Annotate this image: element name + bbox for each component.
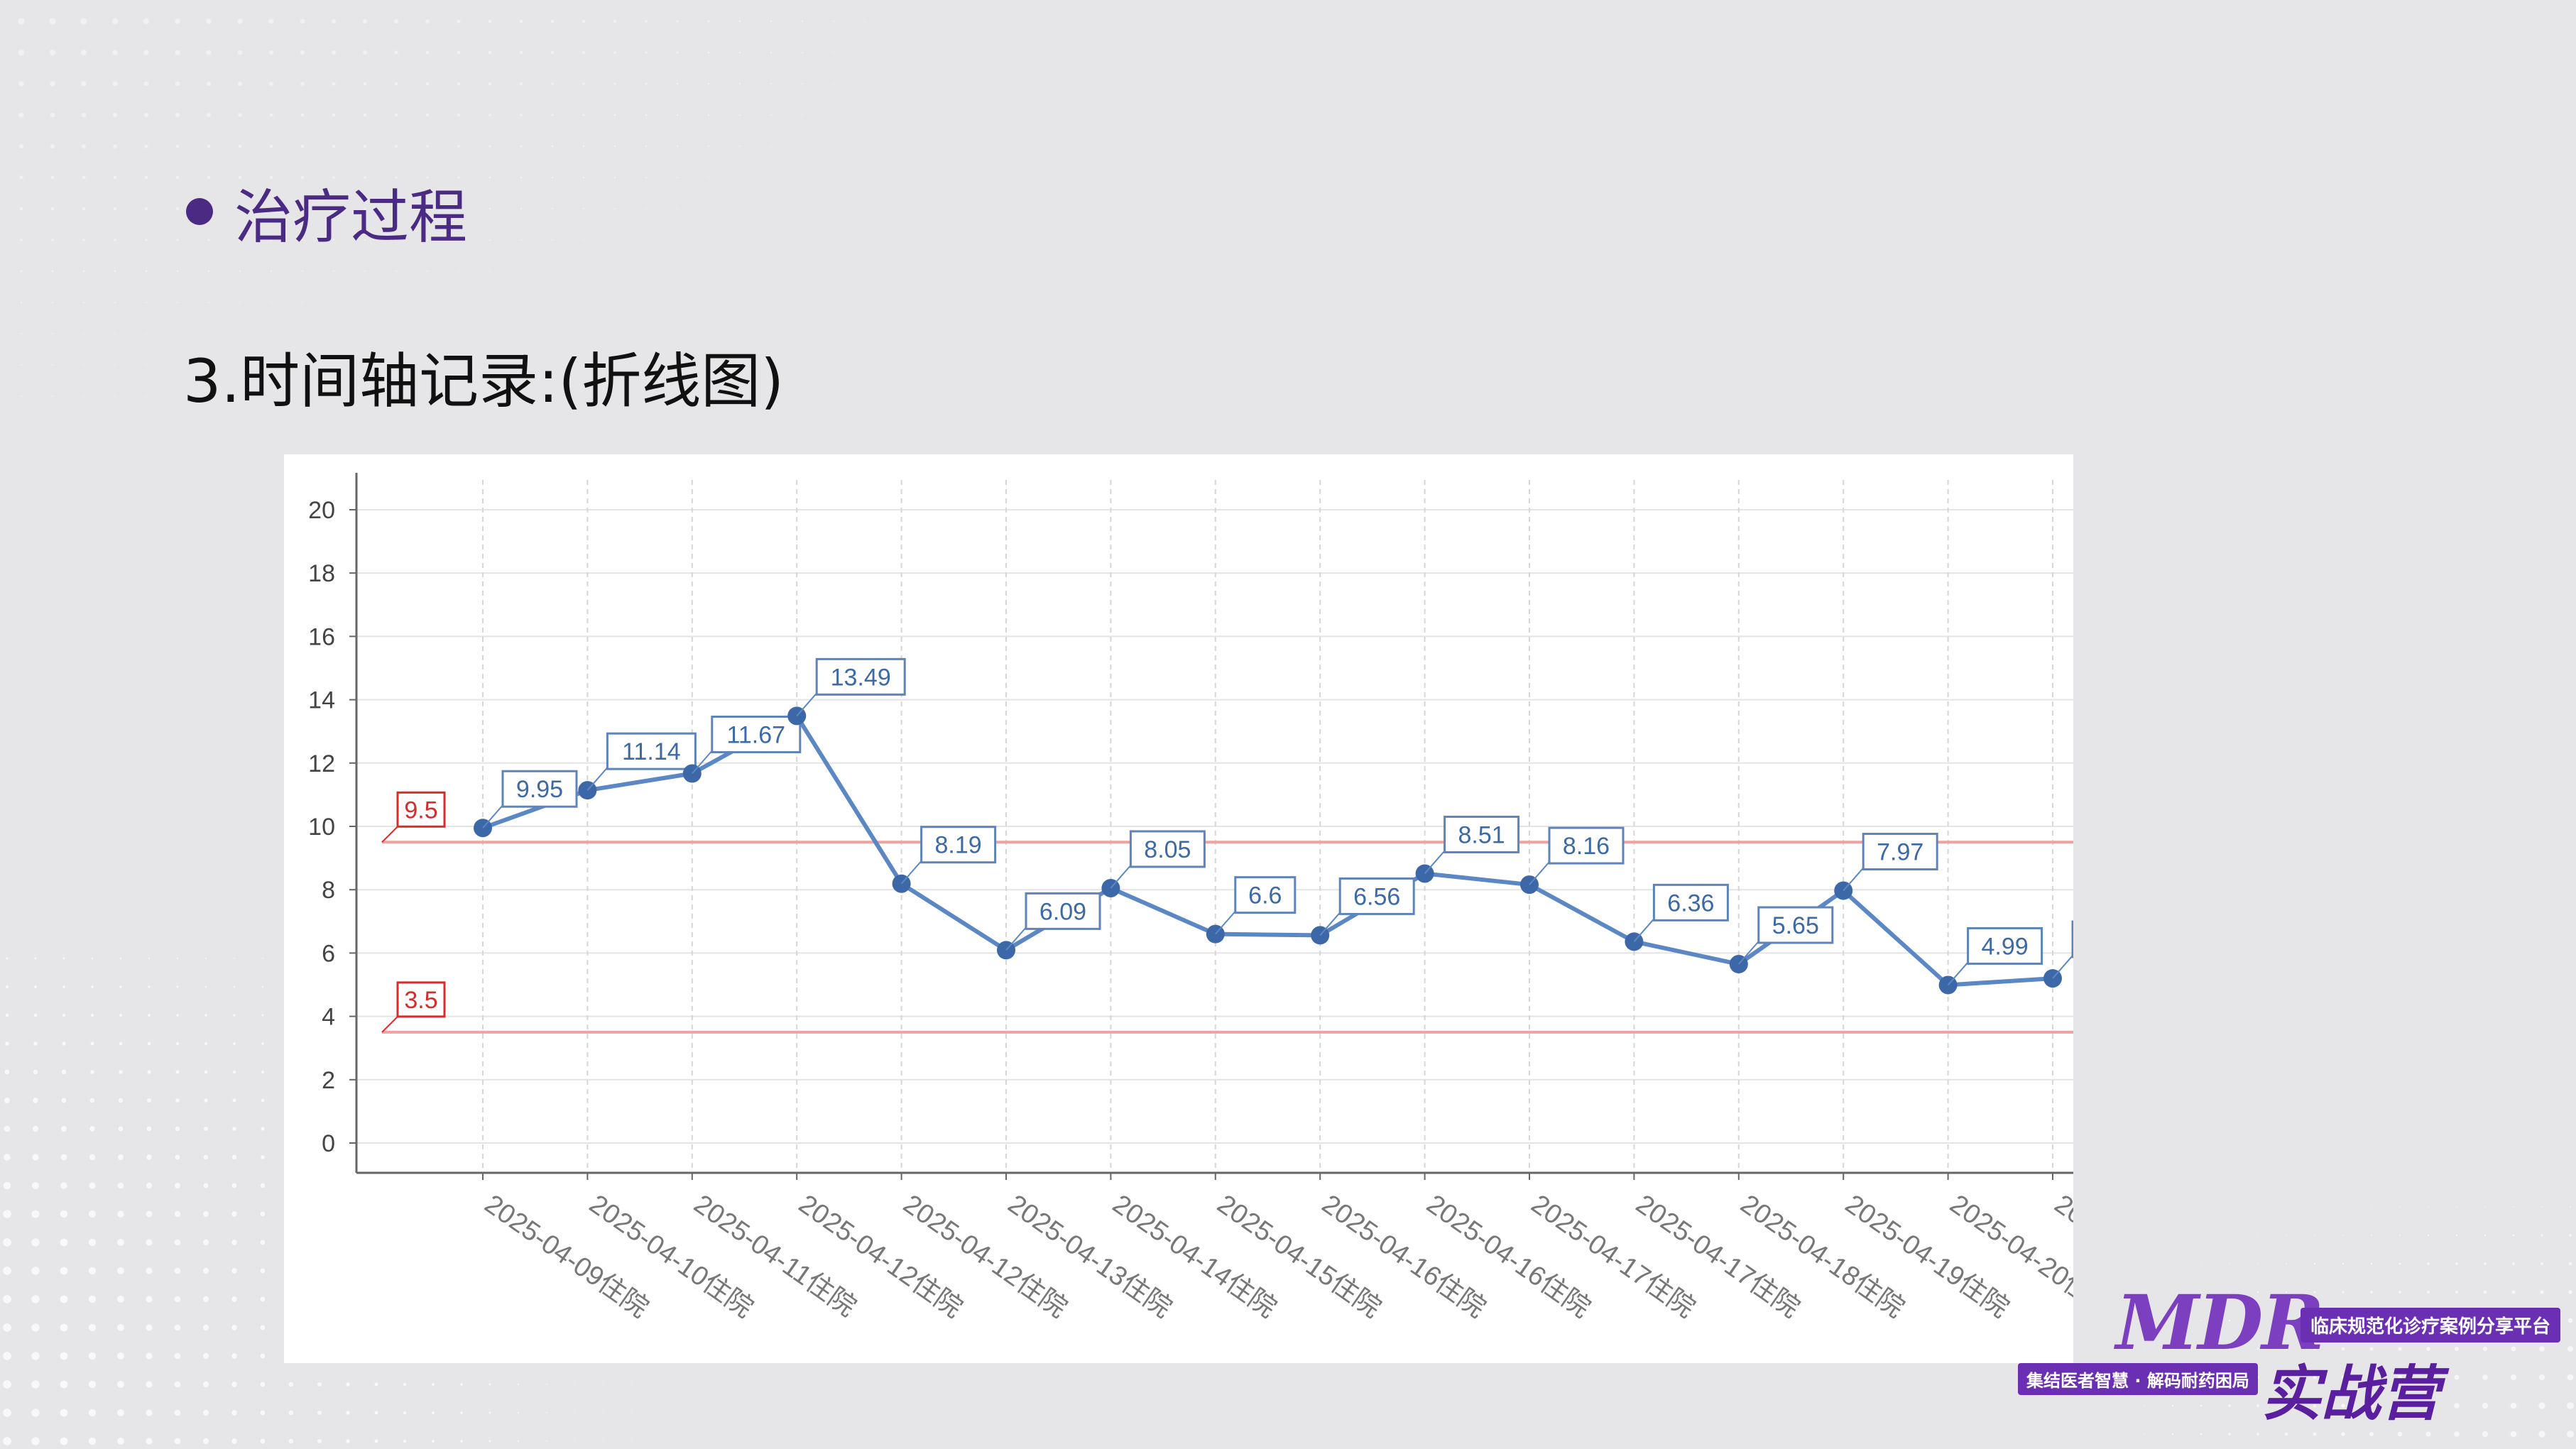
data-label: 11.14 [622, 738, 681, 765]
data-label-box [606, 732, 697, 770]
data-label-leader [1005, 926, 1027, 951]
y-tick-label: 20 [308, 497, 335, 524]
data-label: 5.65 [1772, 912, 1819, 939]
logo-slogan: 集结医者智慧 · 解码耐药困局 [2018, 1363, 2258, 1395]
data-label: 4.99 [1982, 933, 2029, 960]
data-label-leader [692, 750, 713, 775]
logo-tagline: 临床规范化诊疗案例分享平台 [2301, 1308, 2561, 1343]
data-label-leader [1110, 865, 1132, 889]
data-label-box [1443, 815, 1520, 853]
data-label-box [815, 657, 906, 696]
slide-subtitle: 3.时间轴记录:(折线图) [183, 346, 784, 416]
data-label-leader [1738, 941, 1759, 965]
data-label-leader [586, 767, 608, 791]
line-chart: 024681012141618202025-04-09住院2025-04-10住… [308, 473, 2073, 1323]
reference-label: 9.5 [404, 797, 437, 824]
y-tick-label: 12 [308, 750, 335, 777]
y-tick-label: 10 [308, 814, 335, 841]
data-label-leader [1947, 961, 1969, 986]
data-label: 6.09 [1039, 898, 1086, 925]
data-label-leader [1319, 912, 1341, 936]
series-line [481, 713, 2053, 988]
data-label: 8.05 [1144, 836, 1191, 863]
section-heading: 治疗过程 [186, 169, 467, 254]
y-tick-label: 16 [308, 623, 335, 650]
y-tick-label: 0 [322, 1130, 335, 1157]
data-label-box [1129, 830, 1206, 868]
reference-leader [381, 1016, 398, 1033]
data-label-leader [482, 804, 503, 829]
data-label: 8.51 [1458, 821, 1505, 848]
data-label-leader [2052, 955, 2073, 979]
reference-label: 3.5 [404, 987, 437, 1014]
data-label-leader [900, 860, 922, 885]
data-label-box [1652, 883, 1729, 922]
data-label-box [920, 826, 997, 864]
logo-mdr-text: MDR [2116, 1278, 2324, 1367]
data-label-box [1338, 877, 1415, 915]
y-tick-label: 2 [322, 1067, 335, 1094]
data-label-leader [1529, 861, 1550, 885]
data-label: 7.97 [1877, 839, 1923, 866]
y-tick-label: 6 [322, 940, 335, 967]
data-label: 9.95 [516, 776, 563, 803]
data-label: 6.56 [1353, 883, 1400, 910]
reference-label-box [396, 791, 446, 828]
reference-label-box [396, 981, 446, 1018]
data-label-box [1025, 892, 1101, 930]
y-tick-label: 18 [308, 560, 335, 587]
y-tick-label: 14 [308, 687, 335, 714]
reference-leader [381, 826, 398, 843]
data-label-box [1234, 876, 1297, 914]
data-label-leader [1424, 850, 1446, 875]
data-label: 6.36 [1667, 890, 1714, 917]
data-label-leader [1633, 918, 1655, 943]
data-label-box [1757, 906, 1834, 944]
data-label-box [711, 716, 802, 754]
data-label-leader [796, 692, 817, 717]
data-label-leader [1843, 867, 1864, 892]
data-label-box [501, 770, 578, 808]
mdr-logo: MDR 临床规范化诊疗案例分享平台 集结医者智慧 · 解码耐药困局 实战营 [2016, 1278, 2561, 1428]
data-label: 8.19 [935, 832, 982, 859]
section-title: 治疗过程 [234, 183, 468, 251]
y-tick-label: 4 [322, 1004, 335, 1031]
data-label: 11.67 [727, 722, 786, 749]
bullet-icon [186, 198, 213, 225]
data-label: 8.16 [1563, 833, 1610, 860]
line-chart-panel: 0 2 4 6 8 10 12 14 16 18 20 2025-04-09住院 2025-04-10住… [284, 454, 2073, 1363]
data-label: 6.6 [1248, 882, 1282, 909]
y-tick-label: 8 [322, 877, 335, 904]
data-label-box [1967, 926, 2043, 965]
data-label-box [1548, 826, 1625, 865]
logo-camp-text: 实战营 [2261, 1358, 2441, 1428]
data-label-leader [1215, 910, 1236, 935]
data-label-box [1862, 833, 1938, 871]
data-label: 13.49 [831, 664, 891, 691]
